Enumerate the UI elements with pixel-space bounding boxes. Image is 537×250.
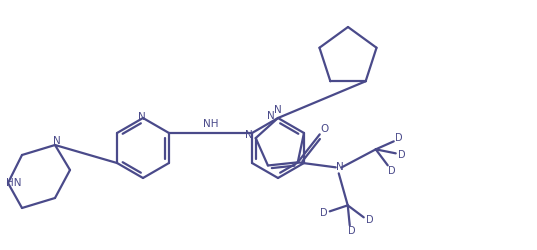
Text: NH: NH [203, 119, 218, 129]
Text: D: D [348, 226, 355, 236]
Text: N: N [274, 105, 282, 115]
Text: D: D [398, 150, 405, 160]
Text: HN: HN [6, 178, 22, 188]
Text: D: D [395, 133, 403, 143]
Text: N: N [138, 112, 146, 122]
Text: N: N [267, 111, 275, 121]
Text: D: D [366, 215, 374, 225]
Text: N: N [53, 136, 61, 146]
Text: O: O [321, 124, 329, 134]
Text: D: D [320, 208, 328, 218]
Text: D: D [388, 166, 396, 176]
Text: N: N [245, 130, 253, 140]
Text: N: N [336, 162, 344, 172]
